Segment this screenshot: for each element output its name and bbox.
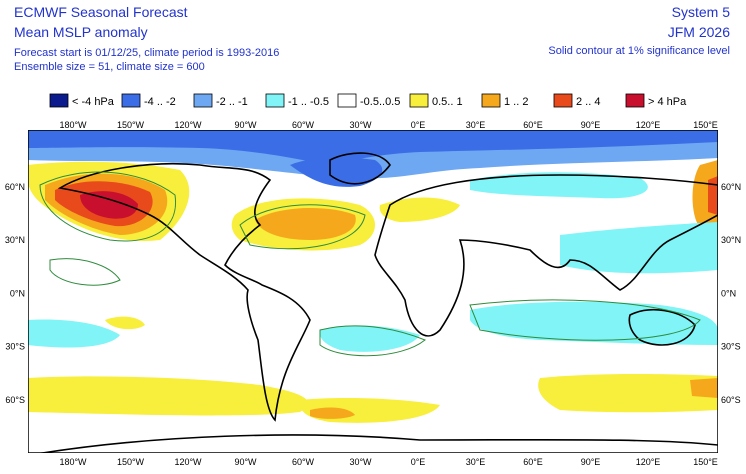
period: JFM 2026 [668,24,730,40]
map [28,130,718,453]
lon-label-top: 120°W [174,120,202,130]
lon-label-bottom: 30°E [466,457,486,467]
legend-swatch [193,93,213,108]
lat-label-right: 0°N [721,288,736,298]
lon-label-top: 90°E [581,120,601,130]
legend-swatch [625,93,645,108]
lat-label-right: 60°S [721,395,741,405]
lon-label-top: 90°W [234,120,257,130]
title: ECMWF Seasonal Forecast [14,4,188,20]
lat-label-right: 30°N [721,235,741,245]
lon-label-top: 0°E [411,120,426,130]
legend-swatch [553,93,573,108]
legend-swatch [49,93,69,108]
legend-label: 2 .. 4 [576,96,600,108]
legend-label: < -4 hPa [72,96,115,108]
lon-label-top: 30°W [349,120,372,130]
ensemble-info: Ensemble size = 51, climate size = 600 [14,61,205,73]
lon-label-bottom: 120°W [174,457,202,467]
lon-label-top: 60°E [523,120,543,130]
lat-label-left: 60°S [5,395,25,405]
lon-label-top: 30°E [466,120,486,130]
legend-label: -2 .. -1 [216,96,248,108]
legend-swatch [409,93,429,108]
legend-label: -4 .. -2 [144,96,176,108]
legend-swatch [121,93,141,108]
lon-label-top: 150°W [117,120,145,130]
lat-label-left: 30°S [5,342,25,352]
forecast-info: Forecast start is 01/12/25, climate peri… [14,47,279,59]
legend-label: > 4 hPa [648,96,687,108]
legend-swatch [265,93,285,108]
lon-label-bottom: 30°W [349,457,372,467]
legend-label: 0.5.. 1 [432,96,463,108]
axis-labels: 180°W 180°W 150°W 150°W 120°W 120°W 90°W 90°W 60… [5,120,741,467]
legend-label: -0.5..0.5 [360,96,400,108]
lat-label-left: 30°N [5,235,25,245]
lon-label-bottom: 90°E [581,457,601,467]
lon-label-bottom: 60°E [523,457,543,467]
system: System 5 [672,4,731,20]
lon-label-bottom: 150°W [117,457,145,467]
subtitle: Mean MSLP anomaly [14,24,148,40]
lat-label-right: 60°N [721,182,741,192]
lon-label-bottom: 60°W [292,457,315,467]
lon-label-bottom: 0°E [411,457,426,467]
lon-label-bottom: 150°E [693,457,718,467]
lon-label-top: 150°E [693,120,718,130]
lat-label-right: 30°S [721,342,741,352]
lon-label-top: 60°W [292,120,315,130]
lon-label-bottom: 120°E [636,457,661,467]
legend: < -4 hPa -4 .. -2 -2 .. -1 -1 .. -0.5 -0.5..… [49,93,687,108]
legend-label: 1 .. 2 [504,96,528,108]
lon-label-bottom: 90°W [234,457,257,467]
lat-label-left: 0°N [10,288,25,298]
legend-swatch [337,93,357,108]
lon-label-top: 180°W [59,120,87,130]
legend-swatch [481,93,501,108]
lon-label-top: 120°E [636,120,661,130]
significance-note: Solid contour at 1% significance level [548,45,730,57]
lon-label-bottom: 180°W [59,457,87,467]
legend-label: -1 .. -0.5 [288,96,329,108]
lat-label-left: 60°N [5,182,25,192]
